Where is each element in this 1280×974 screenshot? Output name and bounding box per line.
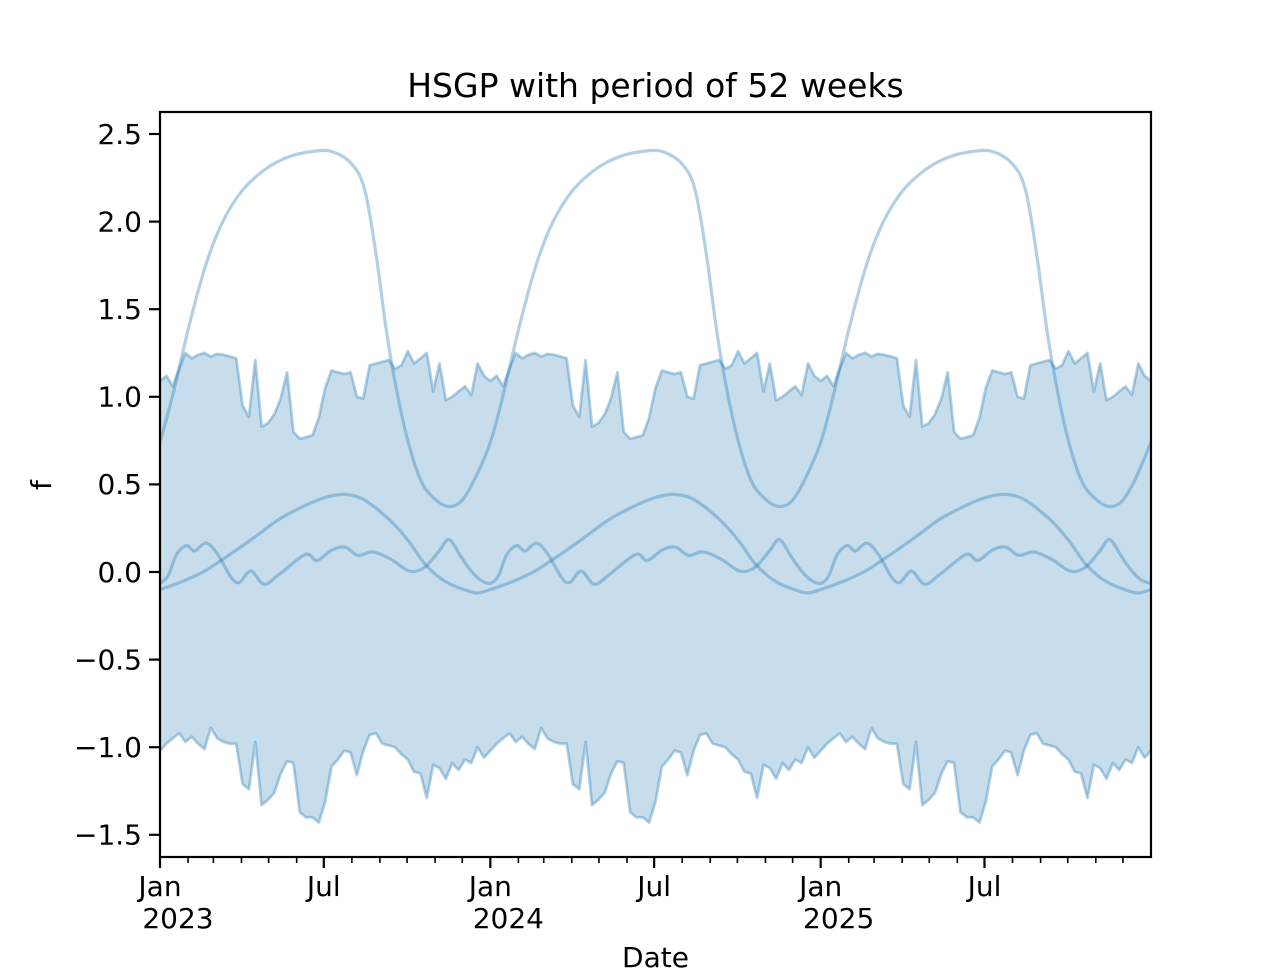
x-tick-label: Jan: [797, 870, 842, 903]
gp-sample-curve-3: [160, 537, 1151, 586]
x-tick-label: Jul: [966, 870, 1002, 903]
x-tick-label: Jan: [136, 870, 181, 903]
y-tick-label: −1.0: [74, 731, 142, 764]
x-tick-year-label: 2023: [142, 902, 213, 935]
x-tick-year-label: 2024: [473, 902, 544, 935]
y-tick-label: 1.5: [97, 293, 142, 326]
y-axis-label: f: [25, 480, 58, 490]
y-tick-label: 2.0: [97, 205, 142, 238]
x-tick-label: Jul: [635, 870, 671, 903]
y-tick-label: −0.5: [74, 643, 142, 676]
y-tick-label: 0.0: [97, 556, 142, 589]
gp-sample-curve-2: [160, 492, 1151, 595]
x-axis-label: Date: [622, 941, 689, 974]
y-tick-label: 0.5: [97, 468, 142, 501]
y-tick-label: 2.5: [97, 118, 142, 151]
credible-band-upper-edge: [160, 349, 1151, 441]
x-tick-label: Jan: [467, 870, 512, 903]
credible-band-lower-edge: [160, 726, 1151, 824]
gp-sample-curve-1: [160, 148, 1151, 509]
credible-band: [160, 351, 1151, 823]
chart-title: HSGP with period of 52 weeks: [407, 66, 904, 105]
x-tick-label: Jul: [305, 870, 341, 903]
y-tick-label: 1.0: [97, 381, 142, 414]
y-tick-label: −1.5: [74, 819, 142, 852]
x-tick-year-label: 2025: [803, 902, 874, 935]
